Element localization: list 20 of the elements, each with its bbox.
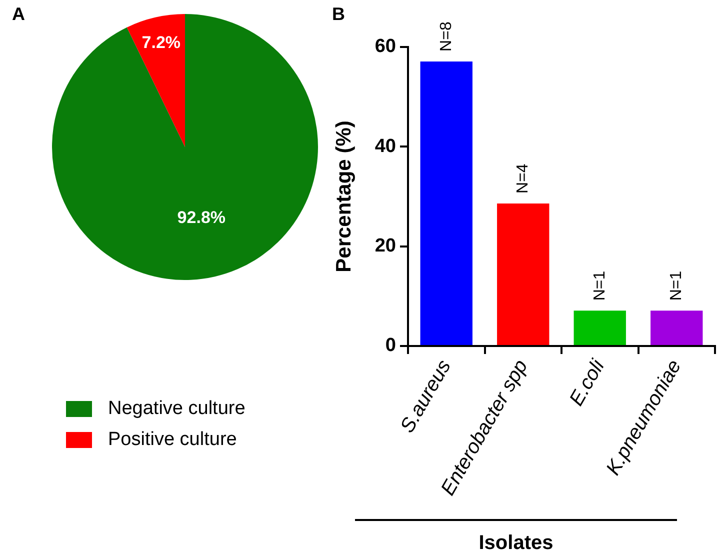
data-label: 7.2% <box>142 33 181 52</box>
bar <box>650 310 703 345</box>
y-tick-label: 20 <box>374 236 396 257</box>
chart-title: B <box>332 4 345 25</box>
bar <box>574 310 626 345</box>
bar <box>420 61 472 345</box>
annotation: N=8 <box>438 22 455 52</box>
bar <box>497 203 550 345</box>
legend-label: Positive culture <box>108 428 237 450</box>
legend-label: Negative culture <box>108 398 246 420</box>
annotation: N=1 <box>668 270 686 301</box>
chart-title: A <box>12 4 25 25</box>
data-label: 92.8% <box>177 208 226 227</box>
y-axis-title: Percentage (%) <box>332 120 356 272</box>
annotation: N=4 <box>514 164 532 194</box>
x-axis-title: Isolates <box>478 532 554 555</box>
annotation: N=1 <box>591 270 608 301</box>
y-tick-label: 0 <box>385 335 396 356</box>
y-tick-label: 60 <box>374 36 396 58</box>
y-tick-label: 40 <box>374 136 396 157</box>
